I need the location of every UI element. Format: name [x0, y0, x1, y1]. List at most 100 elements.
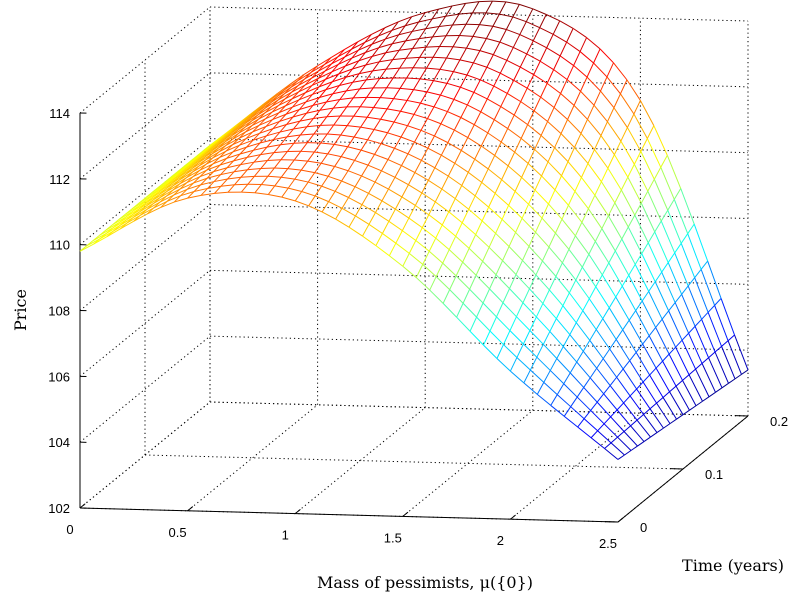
surface-segment [318, 70, 326, 79]
surface-segment [380, 118, 395, 123]
surface-segment [640, 202, 656, 233]
surface-segment [304, 77, 312, 86]
surface-segment [492, 25, 507, 31]
surface-segment [230, 125, 238, 132]
surface-segment [495, 274, 510, 289]
surface-segment [292, 101, 307, 108]
surface-segment [160, 194, 174, 203]
surface-segment [673, 199, 689, 234]
surface-segment [193, 184, 201, 192]
surface-segment [653, 125, 668, 156]
surface-segment [613, 154, 629, 178]
surface-segment [640, 151, 655, 180]
surface-segment [265, 112, 280, 120]
surface-segment [406, 67, 414, 79]
surface-segment [320, 142, 335, 145]
surface-segment [661, 310, 670, 320]
surface-segment [546, 47, 561, 57]
surface-segment [239, 146, 247, 155]
surface-segment [179, 176, 194, 185]
surface-segment [728, 378, 736, 384]
surface-segment [421, 180, 429, 194]
surface-segment [339, 90, 347, 100]
surface-segment [214, 191, 228, 194]
surface-segment [386, 67, 400, 70]
surface-segment [687, 233, 702, 270]
surface-segment [583, 410, 592, 420]
surface-segment [433, 106, 448, 113]
surface-segment [233, 156, 248, 162]
surface-segment [567, 119, 582, 134]
surface-segment [427, 106, 435, 119]
surface-segment [568, 204, 583, 223]
surface-segment [238, 131, 247, 139]
surface-segment [623, 425, 631, 432]
surface-segment [312, 101, 327, 106]
surface-segment [454, 198, 470, 210]
surface-segment [563, 383, 578, 398]
surface-segment [259, 128, 274, 134]
surface-segment [294, 159, 308, 162]
surface-segment [301, 181, 309, 192]
surface-segment [569, 372, 585, 388]
surface-segment [568, 249, 583, 268]
surface-segment [237, 119, 245, 127]
surface-segment [521, 203, 530, 219]
surface-segment [479, 66, 488, 81]
surface-segment [576, 350, 584, 363]
surface-segment [499, 41, 514, 48]
surface-segment [623, 395, 631, 404]
gridline-z-sidewall [79, 72, 211, 180]
surface-segment [354, 136, 368, 141]
surface-segment [312, 109, 321, 119]
surface-segment [442, 262, 457, 277]
surface-segment [576, 396, 592, 411]
surface-segment [566, 28, 574, 43]
surface-segment [587, 163, 602, 182]
surface-segment [192, 169, 207, 177]
surface-segment [636, 414, 644, 421]
surface-segment [213, 164, 221, 172]
surface-segment [502, 330, 511, 345]
surface-segment [227, 171, 235, 180]
surface-segment [622, 329, 637, 353]
surface-segment [412, 57, 421, 68]
surface-segment [212, 150, 227, 159]
surface-segment [361, 204, 376, 214]
surface-segment [445, 24, 453, 36]
surface-segment [401, 165, 416, 173]
surface-segment [327, 144, 335, 155]
surface-segment [714, 305, 729, 341]
surface-segment [566, 79, 581, 92]
surface-segment [488, 193, 496, 208]
surface-segment [608, 307, 624, 331]
surface-segment [509, 330, 524, 345]
surface-segment [461, 172, 469, 186]
surface-segment [663, 423, 671, 429]
surface-segment [435, 237, 450, 251]
surface-segment [264, 99, 279, 109]
surface-segment [479, 24, 493, 27]
surface-segment [549, 318, 557, 332]
surface-segment [626, 79, 641, 101]
surface-segment [413, 89, 428, 93]
surface-segment [555, 276, 570, 294]
surface-segment [563, 415, 578, 428]
surface-segment [438, 15, 447, 27]
surface-segment [653, 179, 669, 211]
surface-segment [204, 150, 213, 158]
surface-segment [347, 125, 361, 128]
surface-segment [339, 97, 354, 101]
surface-segment [741, 369, 749, 375]
surface-segment [501, 205, 510, 220]
surface-segment [514, 177, 523, 192]
surface-segment [474, 124, 489, 134]
surface-segment [635, 310, 650, 336]
surface-segment [515, 274, 530, 290]
surface-segment [220, 178, 228, 187]
surface-segment [599, 48, 614, 64]
surface-segment [419, 67, 427, 80]
surface-segment [157, 181, 165, 189]
surface-segment [325, 71, 333, 80]
